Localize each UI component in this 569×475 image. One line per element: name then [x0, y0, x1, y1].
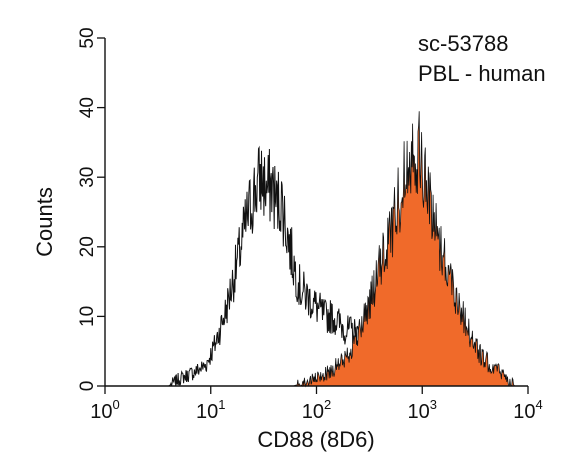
x-tick-label: 101 — [196, 397, 225, 423]
x-tick-label: 104 — [513, 397, 542, 423]
y-tick-label: 30 — [77, 167, 98, 188]
y-tick-label: 0 — [77, 381, 98, 392]
annotation-sample: PBL - human — [418, 61, 546, 86]
x-axis-label: CD88 (8D6) — [257, 427, 374, 452]
series-filled-area — [105, 111, 528, 388]
y-tick-label: 40 — [77, 97, 98, 118]
ticks: 0 10 20 30 40 50 100 101 102 103 104 — [77, 27, 543, 423]
x-tick-label: 103 — [408, 397, 437, 423]
x-tick-label: 102 — [302, 397, 331, 423]
plot-area — [105, 111, 528, 388]
x-tick-label: 100 — [90, 397, 119, 423]
annotation-antibody-id: sc-53788 — [418, 31, 509, 56]
y-tick-label: 10 — [77, 306, 98, 327]
y-axis-label: Counts — [32, 187, 57, 257]
y-tick-label: 20 — [77, 236, 98, 257]
y-tick-label: 50 — [77, 27, 98, 48]
